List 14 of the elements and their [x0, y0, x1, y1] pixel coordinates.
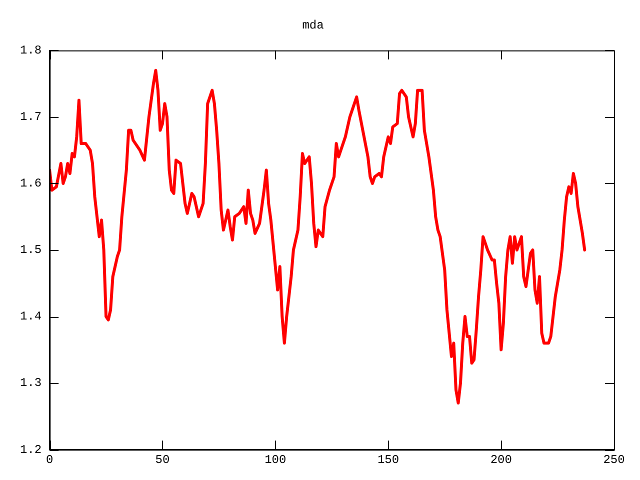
y-tick-label: 1.7: [20, 110, 42, 124]
y-tick-label: 1.3: [20, 376, 42, 390]
x-tick-label: 100: [264, 452, 286, 467]
x-tick-label: 150: [377, 452, 400, 467]
y-tick-label: 1.8: [20, 44, 42, 58]
x-tick-label: 0: [46, 452, 54, 467]
y-tick-label: 1.6: [20, 176, 42, 191]
x-tick-label: 200: [490, 452, 512, 467]
y-tick-label: 1.2: [20, 442, 42, 457]
y-tick-label: 1.5: [20, 243, 42, 258]
chart-title: mda: [302, 18, 324, 32]
x-tick-label: 50: [155, 452, 170, 467]
y-tick-label: 1.4: [20, 310, 42, 324]
x-tick-label: 250: [603, 452, 625, 467]
